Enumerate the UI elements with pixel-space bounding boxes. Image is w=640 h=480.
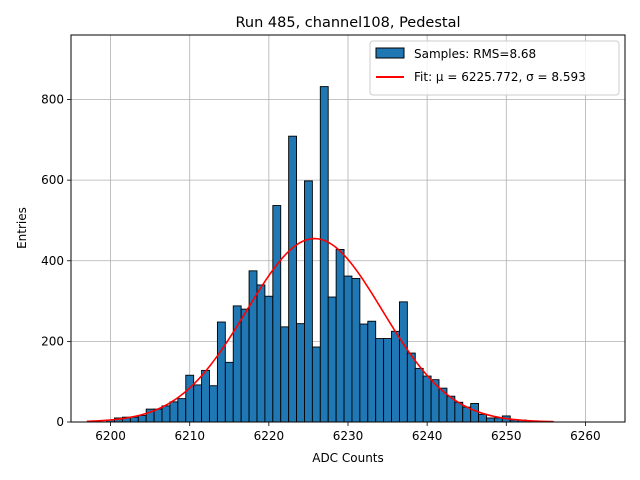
- y-axis-label: Entries: [15, 207, 29, 249]
- histogram-bar: [391, 330, 400, 423]
- histogram-bar: [185, 374, 195, 423]
- histogram-bar: [304, 180, 313, 423]
- histogram-bar: [343, 275, 353, 423]
- legend-swatch-samples: [375, 47, 405, 59]
- histogram-bar: [327, 296, 337, 423]
- histogram-bar: [288, 135, 298, 423]
- legend: Samples: RMS=8.68 Fit: μ = 6225.772, σ =…: [369, 40, 620, 96]
- histogram-bar: [137, 415, 147, 423]
- histogram-bar: [351, 278, 361, 423]
- fit-curve: [86, 237, 554, 423]
- histogram-bar: [296, 323, 305, 423]
- histogram-bar: [375, 338, 385, 423]
- legend-box: [369, 40, 620, 96]
- histogram-bar: [422, 375, 432, 423]
- histogram-bar: [272, 205, 282, 423]
- histogram-bar: [470, 403, 480, 423]
- histogram-bar: [335, 249, 345, 423]
- histogram-bar: [240, 308, 250, 423]
- x-tick-label: 6220: [254, 429, 285, 443]
- histogram-bar: [264, 295, 274, 423]
- histogram-bar: [153, 408, 163, 423]
- histogram-bar: [462, 406, 472, 423]
- histogram-bar: [398, 301, 408, 423]
- y-tick-label: 600: [41, 173, 64, 187]
- histogram-bar: [454, 401, 464, 423]
- x-tick-label: 6210: [174, 429, 205, 443]
- histogram-bar: [414, 367, 424, 423]
- legend-label-fit: Fit: μ = 6225.772, σ = 8.593: [414, 70, 586, 84]
- histogram-bar: [224, 361, 234, 423]
- histogram-bar: [177, 398, 187, 423]
- x-axis-label: ADC Counts: [312, 451, 384, 465]
- histogram-bar: [201, 369, 210, 423]
- histogram-bar: [209, 385, 218, 423]
- histogram-bars: [106, 86, 527, 423]
- histogram-bar: [493, 417, 503, 423]
- chart-title: Run 485, channel108, Pedestal: [235, 15, 460, 31]
- x-tick-label: 6260: [570, 429, 601, 443]
- histogram-bar: [383, 338, 392, 423]
- y-tick-label: 400: [41, 254, 64, 268]
- histogram-bar: [486, 417, 495, 423]
- histogram-bar: [367, 320, 377, 423]
- histogram-bar: [232, 305, 242, 423]
- y-axis-ticks: 0 200 400 600 800: [41, 93, 71, 429]
- legend-label-samples: Samples: RMS=8.68: [414, 47, 536, 61]
- x-tick-label: 6230: [333, 429, 364, 443]
- histogram-bar: [406, 352, 416, 423]
- y-tick-label: 200: [41, 334, 64, 348]
- y-tick-label: 0: [56, 415, 64, 429]
- histogram-bar: [359, 323, 369, 423]
- histogram-bar: [256, 284, 266, 423]
- x-tick-label: 6240: [412, 429, 443, 443]
- histogram-bar: [311, 346, 321, 423]
- x-tick-label: 6250: [491, 429, 522, 443]
- x-tick-label: 6200: [95, 429, 126, 443]
- x-axis-ticks: 6200 6210 6220 6230 6240 6250 6260: [95, 422, 601, 443]
- histogram-bar: [478, 413, 487, 423]
- histogram-bar: [193, 384, 203, 423]
- histogram-bar: [248, 270, 258, 423]
- histogram-bar: [319, 86, 329, 423]
- y-tick-label: 800: [41, 93, 64, 107]
- histogram-bar: [169, 401, 179, 423]
- histogram-bar: [280, 326, 290, 423]
- histogram-bar: [161, 405, 171, 423]
- histogram-bar: [216, 321, 226, 423]
